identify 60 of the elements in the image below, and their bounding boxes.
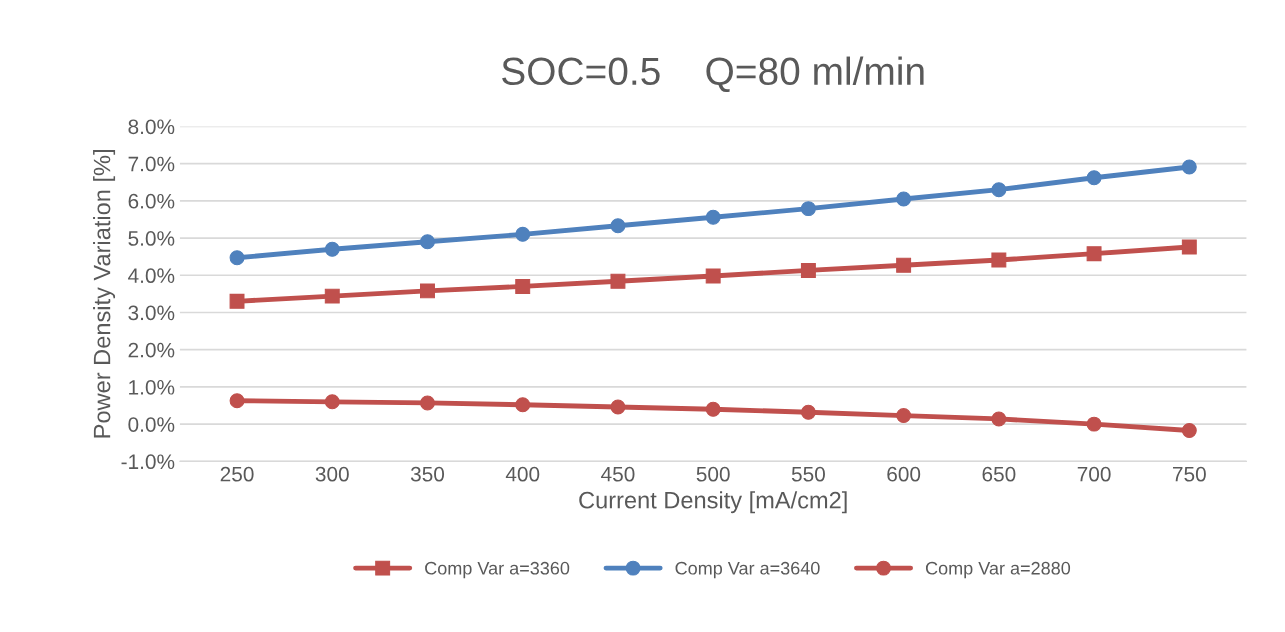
point: [705, 401, 721, 417]
y-tick-label: 2.0%: [128, 342, 175, 358]
point: [420, 283, 435, 299]
point: [229, 393, 245, 409]
y-tick-label: 0.0%: [128, 417, 175, 432]
legend-label: Comp Var a=2880: [925, 561, 1071, 579]
point: [800, 262, 816, 278]
point: [515, 397, 531, 413]
x-tick-label: 300: [315, 466, 349, 482]
y-tick-label: 4.0%: [128, 268, 175, 284]
x-tick-label: 600: [887, 466, 921, 482]
point: [515, 278, 531, 294]
point: [515, 226, 531, 242]
point: [420, 395, 435, 411]
point: [1086, 170, 1102, 186]
point: [896, 257, 912, 273]
y-tick-label: 6.0%: [128, 193, 175, 209]
point: [991, 411, 1007, 427]
point: [991, 252, 1007, 268]
y-tick-label: 7.0%: [128, 156, 175, 172]
y-tick-label: 5.0%: [128, 231, 175, 246]
x-tick-label: 450: [601, 466, 635, 482]
legend-label: Comp Var a=3360: [425, 561, 570, 579]
x-tick-label: 500: [696, 466, 730, 482]
point: [610, 218, 626, 234]
point: [800, 201, 816, 217]
point: [324, 288, 340, 304]
x-tick-label: 700: [1077, 466, 1111, 482]
point: [705, 209, 721, 225]
point: [1086, 416, 1102, 432]
point: [1181, 423, 1197, 438]
point: [420, 234, 435, 250]
legend-label: Comp Var a=3640: [675, 561, 820, 579]
chart-title: SOC=0.5 Q=80 ml/min: [502, 56, 924, 93]
y-tick-label: -1.0%: [121, 454, 175, 470]
x-tick-label: 250: [220, 466, 254, 482]
point: [229, 293, 245, 309]
point: [610, 399, 626, 415]
x-tick-label: 750: [1173, 466, 1206, 482]
y-axis-title: Power Density Variation [%]: [93, 150, 116, 438]
point: [1181, 239, 1197, 255]
point: [896, 191, 912, 207]
point: [896, 408, 912, 424]
point: [1086, 246, 1102, 262]
point: [324, 241, 340, 257]
x-tick-label: 650: [982, 466, 1016, 482]
y-tick-label: 3.0%: [128, 305, 175, 321]
point: [991, 182, 1007, 198]
point: [800, 404, 816, 420]
x-tick-label: 400: [505, 466, 540, 482]
y-tick-label: 1.0%: [129, 379, 175, 395]
x-tick-label: 350: [410, 466, 445, 482]
y-tick-label: 8.0%: [128, 119, 175, 135]
point: [610, 273, 626, 289]
point: [229, 250, 245, 266]
point: [705, 268, 721, 284]
x-axis-title: Current Density [mA/cm2]: [579, 491, 847, 514]
point: [324, 394, 340, 410]
x-tick-label: 550: [791, 466, 825, 482]
point: [1181, 159, 1197, 175]
